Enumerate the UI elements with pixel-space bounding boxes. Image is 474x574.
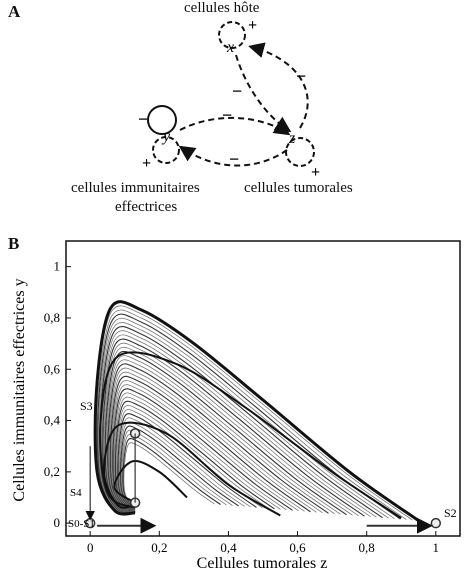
x-tick-label: 0,6 (289, 540, 306, 555)
trajectory-series (113, 460, 188, 504)
label-cellules-hote: cellules hôte (184, 0, 260, 16)
panel-b-letter: B (8, 234, 20, 253)
sign-x-self: + (248, 17, 257, 34)
interaction-diagram: x y z + − − − + − − + (138, 17, 320, 181)
trajectory-texture (97, 313, 401, 520)
label-s3: S3 (80, 399, 93, 413)
x-tick-label: 0,4 (220, 540, 237, 555)
arrow-y-to-z (179, 116, 291, 136)
y-tick-label: 0 (54, 515, 61, 530)
panel-a-letter: A (8, 2, 21, 21)
trajectory-series (102, 421, 281, 517)
trajectory-texture (99, 322, 389, 519)
y-tick-label: 0,2 (44, 464, 60, 479)
x-self-loop (218, 21, 246, 49)
trajectory-texture (115, 404, 269, 509)
sign-y-self-bottom: + (142, 155, 151, 172)
sign-y-self-top: − (138, 109, 148, 129)
trajectory-texture (105, 355, 341, 515)
y-tick-label: 0,4 (44, 413, 61, 428)
trajectory-texture (109, 375, 311, 513)
trajectory-texture (122, 437, 221, 505)
label-cellules-immunitaires: cellules immunitaires (71, 180, 200, 196)
trajectory-texture (114, 396, 281, 510)
label-s0-s1: S0-S1 (68, 518, 95, 530)
x-tick-label: 1 (433, 540, 440, 555)
trajectory-texture (111, 384, 299, 512)
y-self-loop-top (147, 105, 177, 135)
x-axis-label: Cellules tumorales z (197, 555, 328, 572)
trajectory-texture (109, 371, 317, 513)
sign-z-self: + (311, 164, 320, 181)
trajectory-texture (118, 417, 251, 508)
label-s2: S2 (444, 506, 457, 520)
y-tick-label: 1 (54, 259, 61, 274)
sign-x-to-z: − (232, 81, 242, 101)
x-tick-label: 0 (87, 540, 94, 555)
label-s4: S4 (70, 487, 82, 499)
fixed-point-marker (430, 517, 442, 529)
sign-y-to-z: − (222, 105, 232, 125)
x-tick-label: 0,2 (151, 540, 167, 555)
trajectory-texture (98, 317, 395, 520)
trajectory-texture (112, 388, 293, 511)
trajectory-texture (99, 326, 383, 519)
sign-z-to-x: − (296, 66, 306, 86)
trajectory-texture (96, 309, 407, 520)
node-y: y (161, 128, 171, 145)
y-tick-label: 0,8 (44, 310, 60, 325)
label-cellules-tumorales: cellules tumorales (244, 180, 353, 196)
z-self-loop (285, 137, 315, 167)
trajectory-texture (107, 363, 329, 514)
sign-z-to-y: − (229, 149, 239, 169)
trajectory-texture (113, 392, 287, 511)
trajectory-series (99, 351, 402, 519)
trajectory-texture (110, 380, 305, 512)
y-axis-label: Cellules immunitaires effectrices y (11, 278, 28, 501)
arrow-z-to-y (178, 145, 288, 167)
y-tick-label: 0,6 (44, 361, 61, 376)
arrow-z-to-x (248, 42, 309, 129)
trajectory-texture (108, 367, 323, 514)
label-effectrices: effectrices (115, 199, 178, 215)
node-z: z (288, 130, 296, 147)
trajectory-texture (106, 359, 335, 515)
trajectory-texture (117, 413, 257, 508)
x-tick-label: 0,8 (359, 540, 375, 555)
node-x: x (226, 39, 234, 56)
trajectory-series (93, 300, 420, 522)
trajectory-texture (114, 400, 275, 510)
plot-frame (65, 240, 461, 537)
